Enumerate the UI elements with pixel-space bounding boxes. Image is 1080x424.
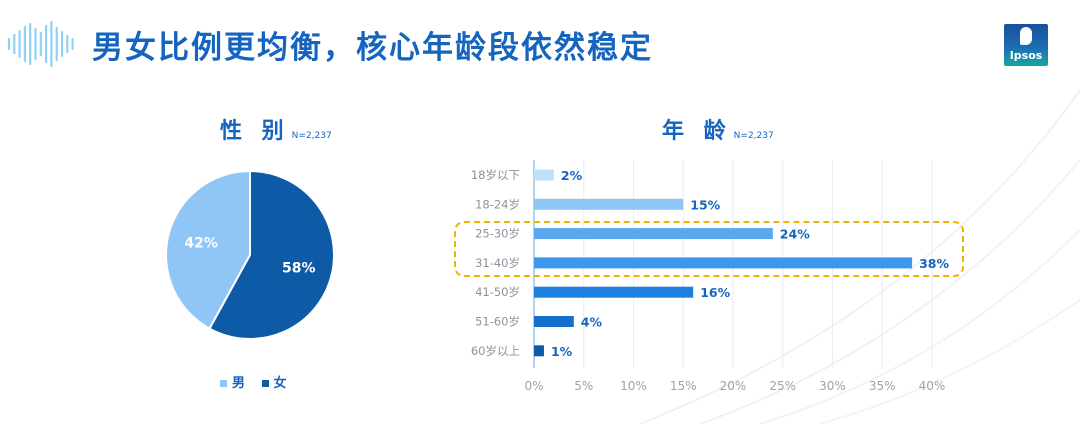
legend-label-female: 女 (273, 376, 287, 391)
logo-text: Ipsos (1009, 49, 1043, 62)
category-label: 18岁以下 (471, 168, 520, 182)
pie-label-male: 42% (184, 235, 218, 251)
category-label: 51-60岁 (475, 315, 520, 329)
legend-swatch-male (220, 380, 227, 387)
bar-0 (534, 169, 554, 181)
category-label: 18-24岁 (475, 197, 520, 211)
pie-label-female: 58% (282, 261, 316, 277)
gender-sample-size: N=2,237 (291, 131, 332, 141)
bar-1 (534, 198, 684, 210)
bar-value-label: 24% (780, 227, 810, 242)
bar-2 (534, 228, 773, 240)
bar-4 (534, 286, 694, 298)
highlight-box (454, 221, 964, 277)
legend-item-female: 女 (261, 372, 287, 391)
x-tick-label: 30% (819, 379, 846, 393)
bar-value-label: 15% (690, 197, 720, 212)
bar-value-label: 38% (919, 256, 949, 271)
x-tick-label: 5% (574, 379, 593, 393)
legend-item-male: 男 (220, 372, 245, 391)
x-tick-label: 20% (720, 379, 747, 393)
bar-6 (534, 345, 544, 357)
category-label: 25-30岁 (475, 227, 520, 241)
logo-mark-icon (1020, 27, 1032, 45)
legend-swatch-female (261, 380, 269, 387)
ipsos-logo: Ipsos (1004, 24, 1048, 66)
x-tick-label: 25% (769, 379, 796, 393)
age-sample-size: N=2,237 (733, 131, 774, 141)
gender-pie-chart: 42% 58% (165, 170, 335, 340)
page-title: 男女比例更均衡，核心年龄段依然稳定 (92, 30, 653, 66)
gender-legend: 男 女 (220, 372, 299, 391)
legend-label-male: 男 (232, 376, 246, 391)
soundwave-icon (7, 20, 74, 68)
bar-value-label: 16% (700, 285, 730, 300)
gender-section-title: 性 别 N=2,237 (220, 113, 332, 145)
x-tick-label: 35% (869, 379, 896, 393)
pie-slice-female (208, 170, 335, 340)
x-tick-label: 40% (919, 379, 946, 393)
x-tick-label: 0% (524, 379, 543, 393)
category-label: 31-40岁 (475, 256, 520, 270)
age-section-title: 年 龄 N=2,237 (662, 113, 774, 145)
gender-title: 性 别 (220, 119, 290, 144)
age-title: 年 龄 (662, 119, 732, 144)
bar-value-label: 2% (561, 168, 583, 183)
pie-slice-male (165, 170, 251, 330)
category-label: 60岁以上 (471, 344, 520, 358)
bar-value-label: 1% (551, 344, 573, 359)
category-label: 41-50岁 (475, 285, 520, 299)
bar-5 (534, 316, 574, 327)
age-bar-chart: 0% 5% 10% 15% 20% 25% 30% 35% 40% 18岁以下 2% 18-24岁 15… (471, 160, 949, 393)
x-tick-label: 15% (670, 379, 697, 393)
bar-value-label: 4% (581, 315, 603, 330)
x-tick-label: 10% (620, 379, 647, 393)
bar-3 (534, 257, 913, 269)
